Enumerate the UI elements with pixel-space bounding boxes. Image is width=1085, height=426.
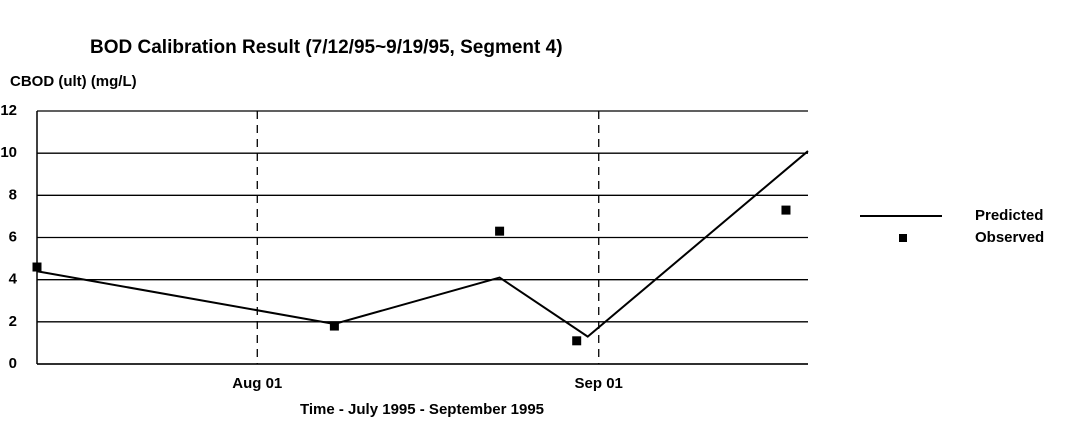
y-tick-label: 6 [9,228,17,245]
x-tick-label: Aug 01 [232,375,282,392]
y-tick-label: 12 [0,102,17,119]
chart-title: BOD Calibration Result (7/12/95~9/19/95,… [90,37,563,58]
observed-marker [329,321,339,331]
y-tick-label: 10 [0,144,17,161]
legend-marker [899,234,907,242]
legend-label: Predicted [975,207,1043,224]
legend-label: Observed [975,229,1044,246]
y-tick-label: 2 [9,313,17,330]
y-tick-label: 8 [9,186,17,203]
observed-marker [32,262,42,272]
observed-marker [495,226,505,236]
y-tick-label: 0 [9,355,17,372]
x-axis-label: Time - July 1995 - September 1995 [300,401,544,418]
y-tick-label: 4 [9,271,18,288]
predicted-line [36,150,809,338]
observed-marker [781,205,791,215]
x-tick-label: Sep 01 [575,375,623,392]
observed-marker [572,336,582,346]
y-axis-label: CBOD (ult) (mg/L) [10,73,137,90]
